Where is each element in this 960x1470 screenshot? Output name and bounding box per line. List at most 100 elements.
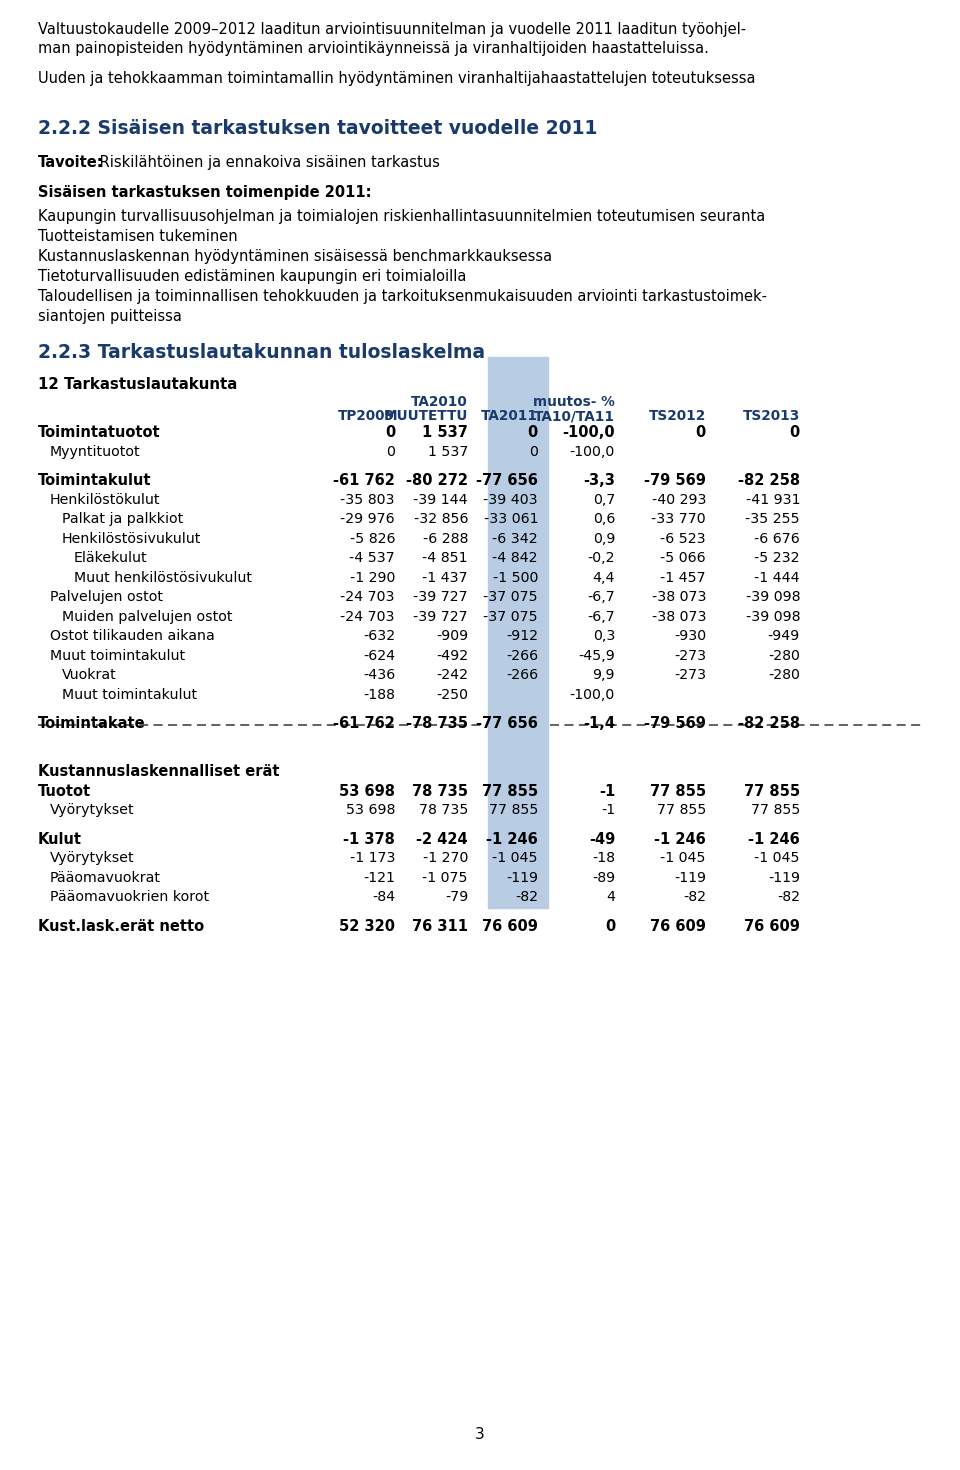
Text: -1 437: -1 437 xyxy=(422,570,468,585)
Text: -1: -1 xyxy=(599,784,615,798)
Text: -3,3: -3,3 xyxy=(583,473,615,488)
Text: -949: -949 xyxy=(768,629,800,642)
Text: -38 073: -38 073 xyxy=(652,589,706,604)
Text: -1 444: -1 444 xyxy=(755,570,800,585)
Text: -39 727: -39 727 xyxy=(414,610,468,623)
Text: -82: -82 xyxy=(515,889,538,904)
Text: 0: 0 xyxy=(696,425,706,440)
Text: -1 045: -1 045 xyxy=(660,851,706,864)
Text: -6,7: -6,7 xyxy=(588,610,615,623)
Text: -119: -119 xyxy=(674,870,706,885)
Text: -4 842: -4 842 xyxy=(492,551,538,564)
Text: TP2009: TP2009 xyxy=(338,409,395,423)
Text: -100,0: -100,0 xyxy=(563,425,615,440)
Text: -1 378: -1 378 xyxy=(343,832,395,847)
Text: Vyörytykset: Vyörytykset xyxy=(50,803,134,817)
Text: -79 569: -79 569 xyxy=(644,716,706,731)
Text: -82 258: -82 258 xyxy=(738,716,800,731)
Text: -6,7: -6,7 xyxy=(588,589,615,604)
Text: -1: -1 xyxy=(601,803,615,817)
Text: 52 320: 52 320 xyxy=(339,919,395,933)
Text: -280: -280 xyxy=(768,648,800,663)
Text: -121: -121 xyxy=(363,870,395,885)
Text: Kustannuslaskennan hyödyntäminen sisäisessä benchmarkkauksessa: Kustannuslaskennan hyödyntäminen sisäise… xyxy=(38,248,552,265)
Text: Tietoturvallisuuden edistäminen kaupungin eri toimialoilla: Tietoturvallisuuden edistäminen kaupungi… xyxy=(38,269,467,284)
Text: 0,9: 0,9 xyxy=(592,532,615,545)
Text: -77 656: -77 656 xyxy=(476,716,538,731)
Text: -6 288: -6 288 xyxy=(422,532,468,545)
Text: -632: -632 xyxy=(363,629,395,642)
Text: 76 609: 76 609 xyxy=(482,919,538,933)
Text: Palkat ja palkkiot: Palkat ja palkkiot xyxy=(62,512,183,526)
Text: -436: -436 xyxy=(363,667,395,682)
Text: siantojen puitteissa: siantojen puitteissa xyxy=(38,309,181,323)
Text: 77 855: 77 855 xyxy=(650,784,706,798)
Text: 0: 0 xyxy=(605,919,615,933)
Text: -4 851: -4 851 xyxy=(422,551,468,564)
Text: 76 609: 76 609 xyxy=(744,919,800,933)
Text: 9,9: 9,9 xyxy=(592,667,615,682)
Text: -250: -250 xyxy=(436,688,468,701)
Text: -1 246: -1 246 xyxy=(487,832,538,847)
Text: 4: 4 xyxy=(606,889,615,904)
Text: -77 656: -77 656 xyxy=(476,473,538,488)
Text: Vyörytykset: Vyörytykset xyxy=(50,851,134,864)
Text: -1 500: -1 500 xyxy=(492,570,538,585)
Text: -40 293: -40 293 xyxy=(652,492,706,507)
Text: -909: -909 xyxy=(436,629,468,642)
Text: man painopisteiden hyödyntäminen arviointikäynneissä ja viranhaltijoiden haastat: man painopisteiden hyödyntäminen arvioin… xyxy=(38,41,708,56)
Text: -119: -119 xyxy=(506,870,538,885)
Text: 1 537: 1 537 xyxy=(422,425,468,440)
Text: 4,4: 4,4 xyxy=(592,570,615,585)
Text: 77 855: 77 855 xyxy=(744,784,800,798)
Text: -1 045: -1 045 xyxy=(755,851,800,864)
Text: Tuotteistamisen tukeminen: Tuotteistamisen tukeminen xyxy=(38,229,238,244)
Text: Riskilähtöinen ja ennakoiva sisäinen tarkastus: Riskilähtöinen ja ennakoiva sisäinen tar… xyxy=(95,154,440,171)
Text: -6 342: -6 342 xyxy=(492,532,538,545)
Text: TS2012: TS2012 xyxy=(649,409,706,423)
Text: -4 537: -4 537 xyxy=(349,551,395,564)
Text: -1 246: -1 246 xyxy=(748,832,800,847)
Text: Palvelujen ostot: Palvelujen ostot xyxy=(50,589,163,604)
Text: 0: 0 xyxy=(790,425,800,440)
Text: -33 770: -33 770 xyxy=(652,512,706,526)
Text: -273: -273 xyxy=(674,667,706,682)
Text: 53 698: 53 698 xyxy=(346,803,395,817)
Text: -100,0: -100,0 xyxy=(569,688,615,701)
Text: -33 061: -33 061 xyxy=(484,512,538,526)
Text: -61 762: -61 762 xyxy=(333,716,395,731)
Text: -37 075: -37 075 xyxy=(484,610,538,623)
Text: -39 098: -39 098 xyxy=(746,610,800,623)
Text: Pääomavuokrat: Pääomavuokrat xyxy=(50,870,161,885)
Text: TA2010: TA2010 xyxy=(411,395,468,409)
Text: -61 762: -61 762 xyxy=(333,473,395,488)
Text: TA2011: TA2011 xyxy=(481,409,538,423)
Text: -82: -82 xyxy=(683,889,706,904)
Text: Taloudellisen ja toiminnallisen tehokkuuden ja tarkoituksenmukaisuuden arviointi: Taloudellisen ja toiminnallisen tehokkuu… xyxy=(38,290,767,304)
Text: Eläkekulut: Eläkekulut xyxy=(74,551,148,564)
Bar xyxy=(488,357,548,908)
Text: -18: -18 xyxy=(592,851,615,864)
Text: Tavoite:: Tavoite: xyxy=(38,154,104,171)
Text: 0: 0 xyxy=(528,425,538,440)
Text: MUUTETTU: MUUTETTU xyxy=(384,409,468,423)
Text: -79: -79 xyxy=(444,889,468,904)
Text: -273: -273 xyxy=(674,648,706,663)
Text: Kaupungin turvallisuusohjelman ja toimialojen riskienhallintasuunnitelmien toteu: Kaupungin turvallisuusohjelman ja toimia… xyxy=(38,209,765,223)
Text: -35 803: -35 803 xyxy=(341,492,395,507)
Text: Muut henkilöstösivukulut: Muut henkilöstösivukulut xyxy=(74,570,252,585)
Text: -1 290: -1 290 xyxy=(349,570,395,585)
Text: -29 976: -29 976 xyxy=(341,512,395,526)
Text: 0: 0 xyxy=(386,444,395,459)
Text: 0: 0 xyxy=(385,425,395,440)
Text: Toimintakate: Toimintakate xyxy=(38,716,146,731)
Text: Myyntituotot: Myyntituotot xyxy=(50,444,140,459)
Text: -24 703: -24 703 xyxy=(341,589,395,604)
Text: 0: 0 xyxy=(529,444,538,459)
Text: -100,0: -100,0 xyxy=(569,444,615,459)
Text: -6 676: -6 676 xyxy=(755,532,800,545)
Text: -119: -119 xyxy=(768,870,800,885)
Text: muutos- %: muutos- % xyxy=(533,395,615,409)
Text: 78 735: 78 735 xyxy=(419,803,468,817)
Text: -5 232: -5 232 xyxy=(755,551,800,564)
